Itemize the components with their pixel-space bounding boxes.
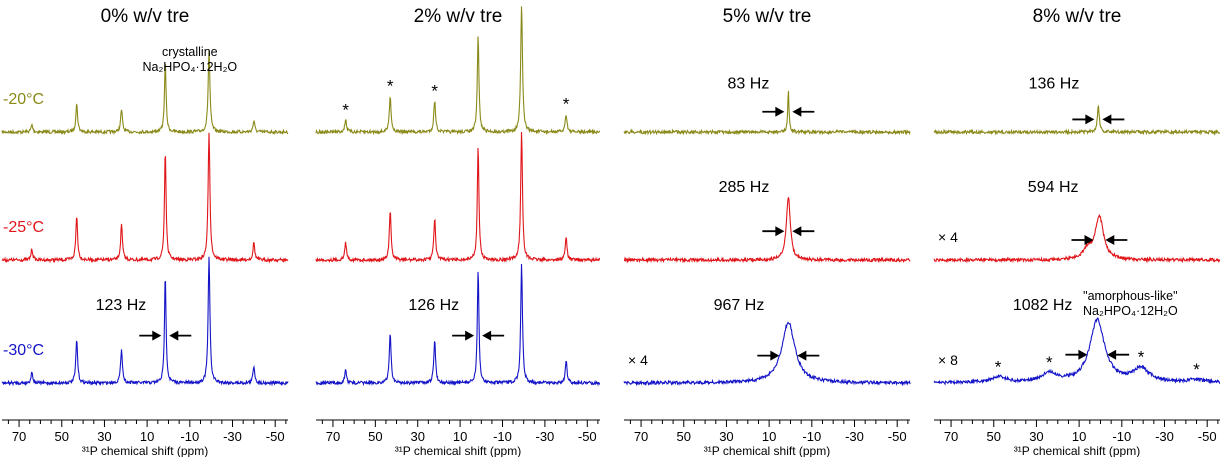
arrow-head	[792, 106, 802, 117]
linewidth-label: 285 Hz	[719, 179, 770, 196]
x-tick-label: -30	[535, 429, 554, 444]
x-tick-label: 70	[12, 429, 26, 444]
arrow-head	[152, 330, 162, 341]
spectrum-panel: 2% w/v tre 126 Hz * * * * * 70 50 30 10 -10 -30 -50 ³¹…	[315, 0, 601, 457]
sideband-asterisk: *	[518, 0, 525, 5]
sideband-asterisk: *	[1046, 353, 1053, 372]
x-tick-label: 70	[634, 429, 648, 444]
spectrum-line	[933, 213, 1220, 264]
annotation-line-2: Na₂HPO₄·12H₂O	[142, 60, 237, 74]
x-axis-label: ³¹P chemical shift (ppm)	[704, 444, 830, 457]
spectrum-line	[1, 50, 289, 136]
x-tick-label: 10	[140, 429, 154, 444]
x-tick-label: -10	[802, 429, 821, 444]
x-tick-label: -30	[1155, 429, 1174, 444]
spectrum-line	[1, 132, 289, 264]
spectrum-line	[933, 317, 1220, 386]
sideband-asterisk: *	[387, 77, 394, 96]
arrow-head	[1085, 114, 1095, 125]
x-tick-label: 10	[453, 429, 467, 444]
x-tick-label: 70	[944, 429, 958, 444]
intensity-multiplier: × 8	[938, 352, 958, 368]
spectrum-line	[315, 132, 601, 264]
x-tick-label: 30	[410, 429, 424, 444]
linewidth-label: 83 Hz	[728, 76, 770, 93]
arrow-head	[792, 226, 802, 237]
spectrum-panel: 5% w/v tre 83 Hz 285 Hz 967 Hz × 4 70 50 30 10 -1…	[623, 6, 911, 457]
spectrum-panel: 8% w/v tre 136 Hz 594 Hz × 4 1082 Hz × 8 * * * * "…	[933, 6, 1220, 457]
intensity-multiplier: × 4	[938, 229, 958, 245]
x-tick-label: 30	[97, 429, 111, 444]
arrow-head	[775, 106, 785, 117]
spectrum-panel: 0% w/v tre 123 Hz crystallineNa₂HPO₄·12H₂O…	[1, 6, 289, 457]
annotation-line-1: "amorphous-like"	[1083, 289, 1177, 303]
linewidth-label: 594 Hz	[1028, 179, 1079, 196]
arrow-head	[1107, 349, 1117, 360]
x-tick-label: -50	[1198, 429, 1217, 444]
x-tick-label: 50	[55, 429, 69, 444]
arrow-head	[775, 226, 785, 237]
sideband-asterisk: *	[342, 100, 349, 119]
arrow-head	[770, 350, 780, 361]
spectrum-line	[623, 197, 911, 264]
panel-title: 5% w/v tre	[723, 6, 812, 27]
arrow-head	[1102, 114, 1112, 125]
x-tick-label: -50	[888, 429, 907, 444]
temperature-label: -20°C	[3, 91, 44, 108]
panel-title: 2% w/v tre	[414, 6, 503, 27]
x-tick-label: -10	[1112, 429, 1131, 444]
x-tick-label: 10	[762, 429, 776, 444]
arrow-head	[1084, 234, 1094, 245]
temperature-label: -30°C	[3, 342, 44, 359]
arrow-head	[465, 330, 475, 341]
intensity-multiplier: × 4	[628, 352, 648, 368]
temperature-label: -25°C	[3, 219, 44, 236]
linewidth-label: 967 Hz	[714, 297, 765, 314]
sideband-asterisk: *	[431, 81, 438, 100]
linewidth-label: 126 Hz	[408, 297, 459, 314]
x-tick-label: 30	[1029, 429, 1043, 444]
x-axis-label: ³¹P chemical shift (ppm)	[1014, 444, 1140, 457]
x-tick-label: 30	[719, 429, 733, 444]
x-tick-label: -10	[180, 429, 199, 444]
linewidth-label: 136 Hz	[1029, 76, 1080, 93]
sideband-asterisk: *	[563, 95, 570, 114]
x-tick-label: 50	[368, 429, 382, 444]
sideband-asterisk: *	[1193, 360, 1200, 379]
panel-title: 0% w/v tre	[101, 6, 190, 27]
arrow-head	[1105, 234, 1115, 245]
arrow-head	[169, 330, 179, 341]
x-tick-label: 50	[677, 429, 691, 444]
linewidth-label: 123 Hz	[96, 297, 147, 314]
spectrum-line	[1, 256, 289, 387]
annotation-line-1: crystalline	[162, 45, 218, 59]
x-tick-label: 10	[1072, 429, 1086, 444]
spectrum-line	[315, 263, 601, 387]
sideband-asterisk: *	[1138, 348, 1145, 367]
x-tick-label: 70	[326, 429, 340, 444]
x-axis-label: ³¹P chemical shift (ppm)	[82, 444, 208, 457]
spectrum-line	[623, 321, 911, 387]
x-tick-label: -30	[845, 429, 864, 444]
x-tick-label: -50	[578, 429, 597, 444]
panel-title: 8% w/v tre	[1033, 6, 1122, 27]
arrow-head	[1078, 349, 1088, 360]
x-axis-label: ³¹P chemical shift (ppm)	[395, 444, 521, 457]
sideband-asterisk: *	[995, 358, 1002, 377]
temperature-labels: -20°C -25°C -30°C	[3, 91, 44, 359]
x-tick-label: 50	[987, 429, 1001, 444]
annotation-line-2: Na₂HPO₄·12H₂O	[1083, 304, 1178, 318]
spectrum-line	[623, 90, 911, 136]
spectrum-line	[933, 104, 1220, 136]
x-tick-label: -10	[493, 429, 512, 444]
x-tick-label: -50	[266, 429, 285, 444]
spectrum-line	[315, 6, 601, 136]
x-tick-label: -30	[223, 429, 242, 444]
arrow-head	[797, 350, 807, 361]
arrow-head	[482, 330, 492, 341]
linewidth-label: 1082 Hz	[1013, 297, 1073, 314]
